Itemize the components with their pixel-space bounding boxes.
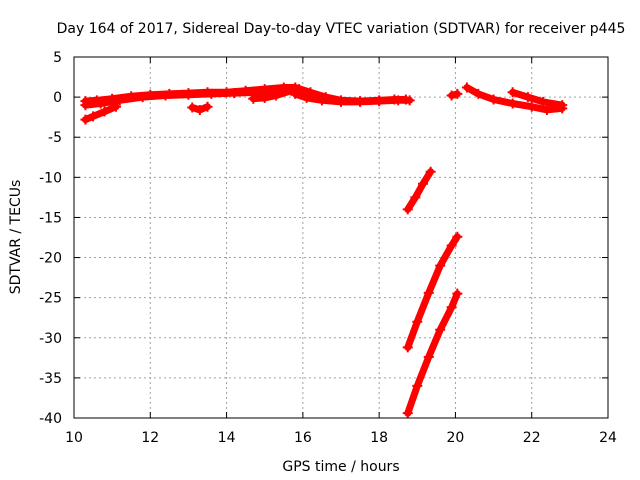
ticks-layer	[73, 56, 609, 419]
data-point	[88, 111, 99, 122]
data-point	[402, 408, 413, 419]
data-point	[301, 92, 312, 103]
data-point	[423, 352, 434, 363]
y-tick-label: -40	[39, 411, 62, 427]
data-point	[412, 316, 423, 327]
data-point	[114, 95, 125, 106]
data-point	[446, 302, 457, 313]
data-point	[229, 88, 240, 99]
x-tick-label: 12	[141, 430, 159, 446]
x-tick-label: 16	[294, 430, 312, 446]
series-arc-9	[402, 288, 463, 419]
data-point	[507, 87, 518, 98]
data-point	[110, 101, 121, 112]
data-point	[435, 260, 446, 271]
data-point	[259, 92, 270, 103]
data-point	[410, 192, 421, 203]
data-point	[160, 90, 171, 101]
data-point	[336, 96, 346, 107]
data-point	[522, 92, 533, 103]
data-point	[80, 114, 91, 125]
data-point	[452, 231, 463, 242]
x-axis-label: GPS time / hours	[282, 459, 399, 475]
data-point	[404, 95, 415, 106]
series-arc-8	[402, 231, 463, 353]
data-point	[412, 380, 423, 391]
series-arc-7	[402, 166, 436, 215]
data-point	[206, 88, 217, 99]
data-point	[80, 100, 91, 111]
series-band	[509, 88, 566, 109]
data-point	[507, 98, 518, 109]
grid-layer	[74, 57, 608, 418]
data-point	[95, 98, 106, 109]
data-point	[557, 100, 568, 111]
series-arc-10	[446, 88, 463, 101]
y-tick-labels: 5 0 -5 -10 -15 -20 -25 -30 -35 -40	[39, 50, 62, 427]
data-point	[137, 92, 148, 103]
data-point	[541, 104, 552, 115]
y-tick-label: -20	[39, 251, 62, 267]
series-band	[404, 168, 435, 213]
data-point	[355, 96, 366, 107]
data-point	[183, 89, 194, 100]
data-point	[446, 240, 457, 251]
data-point	[526, 101, 537, 112]
data-point	[435, 324, 446, 335]
data-point	[418, 178, 429, 189]
y-tick-label: -35	[39, 371, 62, 387]
data-point	[488, 94, 499, 105]
data-point	[461, 82, 472, 93]
chart-title: Day 164 of 2017, Sidereal Day-to-day VTE…	[57, 21, 626, 37]
data-point	[393, 95, 404, 106]
data-point	[202, 101, 213, 112]
data-point	[374, 96, 385, 107]
data-point	[452, 288, 463, 299]
data-point	[271, 90, 282, 101]
y-tick-label: -15	[39, 210, 62, 226]
x-tick-label: 24	[599, 430, 617, 446]
data-point	[187, 102, 198, 113]
series-band	[404, 290, 461, 417]
series-arc-12	[507, 87, 568, 111]
y-tick-label: 0	[53, 90, 62, 106]
data-point	[248, 93, 259, 104]
series-arc-2	[80, 84, 305, 111]
data-point	[286, 85, 297, 96]
series-band	[249, 87, 295, 103]
series-arc-5	[290, 88, 415, 107]
data-point	[538, 96, 549, 107]
data-point	[446, 90, 457, 101]
data-point	[194, 104, 205, 115]
data-point	[316, 95, 327, 106]
y-axis-label: SDTVAR / TECUs	[8, 180, 24, 295]
y-tick-label: 5	[53, 50, 62, 66]
y-tick-label: -25	[39, 291, 62, 307]
series-band	[81, 103, 120, 124]
series-arc-4	[187, 101, 213, 115]
series-arc-11	[461, 82, 568, 115]
plot-frame	[73, 56, 609, 419]
y-tick-label: -10	[39, 170, 62, 186]
x-tick-labels: 10 12 14 16 18 20 22 24	[65, 430, 617, 446]
data-point	[473, 88, 484, 99]
data-point	[402, 204, 413, 215]
x-tick-label: 18	[370, 430, 388, 446]
series-layer	[80, 82, 568, 419]
series-arc-3	[80, 101, 121, 125]
x-tick-label: 20	[447, 430, 465, 446]
x-tick-label: 10	[65, 430, 83, 446]
x-tick-label: 14	[218, 430, 236, 446]
y-tick-label: -30	[39, 331, 62, 347]
data-point	[99, 106, 110, 117]
data-point	[402, 342, 413, 353]
y-tick-label: -5	[48, 130, 62, 146]
x-tick-label: 22	[523, 430, 541, 446]
data-point	[425, 166, 436, 177]
series-arc-6	[248, 85, 297, 104]
data-point	[423, 287, 434, 298]
data-point	[452, 88, 463, 99]
